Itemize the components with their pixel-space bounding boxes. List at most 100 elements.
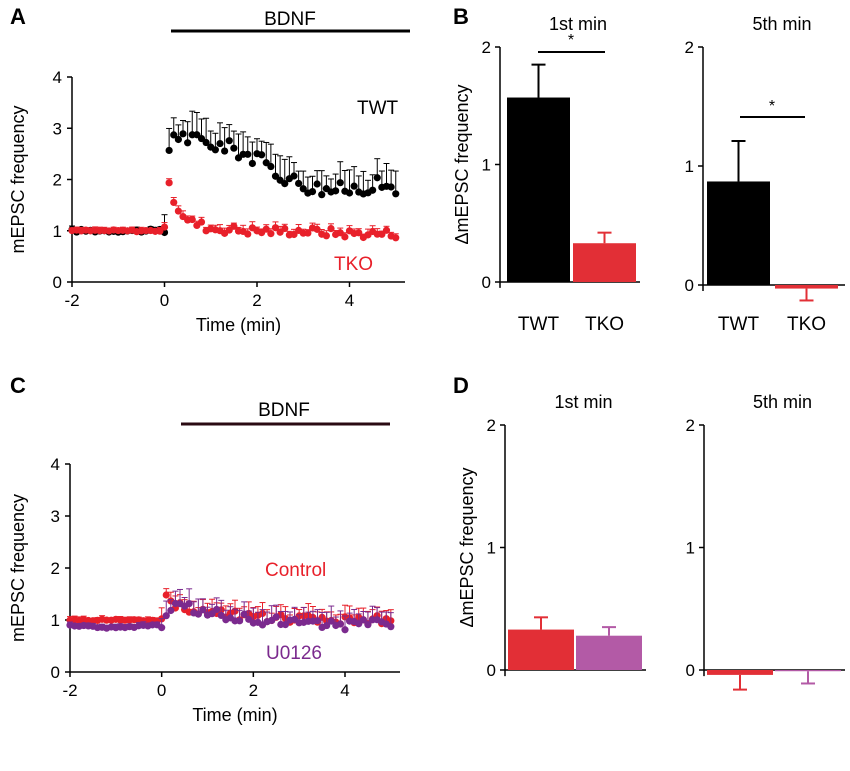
panel-a-tko-point	[244, 230, 252, 238]
panel-a-tko-point	[165, 179, 173, 187]
panel-a-letter: A	[10, 4, 26, 29]
panel-c-letter: C	[10, 373, 26, 398]
panel-c-u0126-point	[281, 621, 290, 629]
panel-a-twt-point	[174, 135, 182, 144]
panel-a-tko-point	[392, 234, 400, 242]
panel-a-twt-label: TWT	[357, 98, 399, 119]
panel-a-tko-point	[290, 230, 298, 239]
panel-c-u0126-point	[217, 611, 225, 620]
panel-a-twt-point	[318, 191, 326, 199]
false-y-axis-label: ΔmEPSC frequency	[452, 84, 472, 244]
panel-a-y-tick-label: 4	[53, 68, 62, 87]
false-y-tick-label: 1	[482, 156, 491, 175]
panel-a-tko-point	[281, 224, 289, 233]
panel-c-u0126-point	[364, 621, 372, 629]
panel-a-twt-point	[221, 147, 229, 155]
false-category-label-twt: TWT	[518, 314, 560, 335]
true-title: 5th min	[753, 392, 812, 412]
panel-c-u0126-point	[272, 613, 280, 621]
panel-c-y-tick-label: 2	[51, 559, 60, 578]
panel-a-tko-point	[262, 225, 270, 233]
panel-b: B 0 1 2 1st min ΔmEPSC frequency TWT TKO 0 1 2 5t…	[452, 4, 845, 335]
panel-a-x-tick-label: -2	[64, 291, 79, 310]
panel-c-u0126-point	[327, 617, 335, 625]
panel-a-x-tick-label: 2	[252, 291, 261, 310]
panel-a-twt-point	[258, 151, 266, 159]
panel-a-twt-point	[170, 131, 178, 139]
panel-a-tko-point	[336, 229, 344, 237]
panel-a-tko-point	[170, 198, 178, 207]
panel-a-twt-point	[184, 139, 192, 147]
true-bar-control	[707, 670, 773, 675]
true-y-tick-label: 0	[686, 661, 695, 680]
panel-c-u0126-point	[208, 610, 216, 618]
panel-a-tko-point	[313, 225, 321, 233]
panel-a-x-axis-label: Time (min)	[196, 315, 281, 335]
panel-a-x-tick-label: 0	[160, 291, 169, 310]
panel-c-x-axis-label: Time (min)	[192, 705, 277, 725]
false-category-label-twt: TWT	[718, 314, 760, 335]
panel-a-tko-point	[304, 229, 312, 237]
false-y-tick-label: 0	[482, 273, 491, 292]
panel-c-y-tick-label: 4	[51, 455, 60, 474]
panel-a-twt-point	[267, 162, 275, 171]
panel-a-twt-point	[373, 174, 381, 182]
panel-c-x-tick-label: 0	[157, 681, 166, 700]
panel-a-tko-point	[322, 232, 330, 240]
true-category-label-u0126: U0126	[780, 0, 836, 5]
panel-a-twt-point	[225, 137, 233, 145]
panel-a-twt-point	[281, 180, 289, 188]
panel-a-twt-point	[369, 186, 377, 194]
panel-c-u0126-point	[235, 617, 244, 625]
panel-c-bdnf-label: BDNF	[258, 400, 310, 421]
panel-a-twt-point	[345, 189, 354, 197]
true-y-tick-label: 2	[487, 416, 496, 435]
true-bar-control	[508, 629, 574, 670]
panel-c-x-tick-label: 2	[249, 681, 258, 700]
panel-a-y-axis-label: mEPSC frequency	[8, 105, 28, 253]
panel-a-twt-point	[290, 172, 298, 180]
panel-c-control-label: Control	[265, 560, 326, 581]
false-bar-twt	[707, 181, 770, 285]
panel-a-twt-point	[332, 187, 340, 195]
panel-a-twt-point	[216, 139, 224, 148]
panel-a-twt-point	[165, 146, 173, 155]
panel-b-5th-min-significance-star: *	[769, 98, 775, 115]
panel-a-y-tick-label: 1	[53, 222, 62, 241]
panel-c-x-tick-label: -2	[62, 681, 77, 700]
panel-a-y-tick-label: 2	[53, 171, 62, 190]
panel-c-y-tick-label: 1	[51, 611, 60, 630]
panel-a-tko-point	[188, 215, 196, 224]
panel-a-twt-point	[295, 179, 303, 188]
panel-a-tko-point	[160, 223, 169, 231]
false-title: 1st min	[549, 14, 607, 34]
panel-c-u0126-point	[341, 626, 349, 634]
panel-c-u0126-point	[213, 605, 221, 614]
panel-a-tko-point	[327, 224, 335, 233]
panel-b-1st-min-chart: 0 1 2 1st min ΔmEPSC frequency TWT TKO	[452, 14, 640, 335]
panel-c-u0126-point	[199, 606, 207, 614]
panel-c-y-tick-label: 0	[51, 663, 60, 682]
panel-a-twt-point	[392, 190, 400, 198]
true-bar-u0126	[775, 670, 841, 672]
false-bar-tko	[775, 285, 838, 289]
false-bar-twt	[507, 97, 570, 283]
panel-c-u0126-point	[336, 620, 345, 628]
true-y-axis-label: ΔmEPSC frequency	[457, 467, 477, 627]
false-bar-tko	[573, 243, 636, 282]
panel-d-letter: D	[453, 373, 469, 398]
panel-c-u0126-point	[313, 617, 322, 625]
true-y-tick-label: 2	[686, 416, 695, 435]
panel-c-u0126-point	[167, 606, 175, 615]
panel-a-twt-point	[387, 183, 395, 191]
panel-a-tko-point	[174, 207, 182, 215]
panel-c-u0126-point	[387, 623, 395, 631]
panel-d-5th-min-chart: 0 1 2 5th min Control U0126	[686, 0, 845, 691]
panel-a-twt-point	[299, 185, 307, 193]
false-y-tick-label: 2	[482, 38, 491, 57]
panel-b-letter: B	[453, 4, 469, 29]
